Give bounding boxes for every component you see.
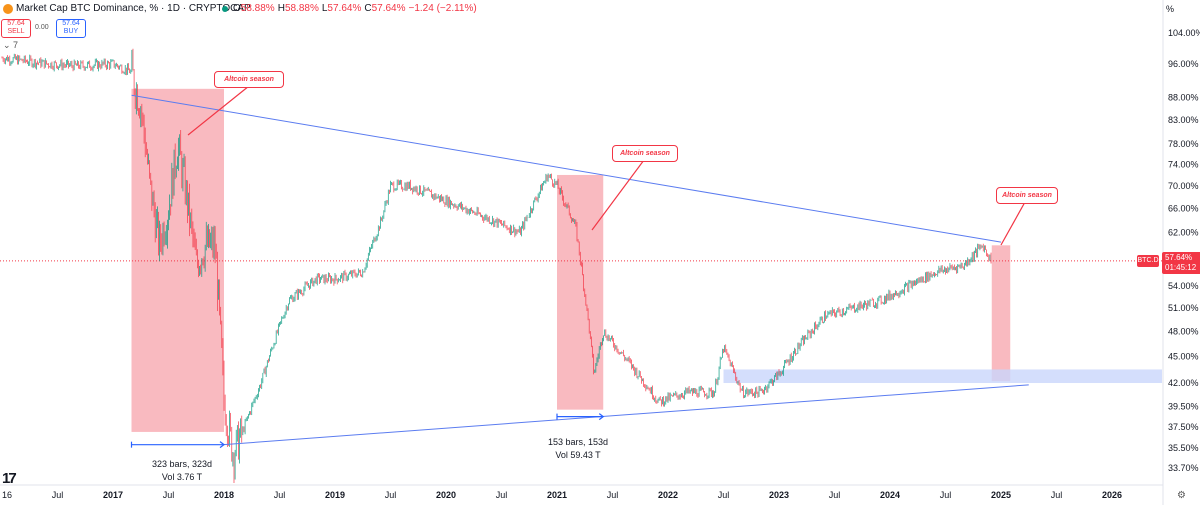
x-tick-label: 2017 (103, 490, 123, 500)
sell-label: SELL (7, 28, 25, 35)
buy-button[interactable]: 57.64 BUY (56, 19, 86, 38)
x-tick-label: Jul (163, 490, 175, 500)
measure-bars-2: 153 bars, 153d (547, 437, 609, 447)
measure-vol-2: Vol 59.43 T (555, 450, 601, 460)
buy-label: BUY (63, 28, 79, 35)
y-tick-label: 88.00% (1168, 92, 1199, 102)
x-tick-label: 2021 (547, 490, 567, 500)
indicators-toggle[interactable]: ⌄ 7 (3, 40, 19, 50)
x-tick-label: Jul (607, 490, 619, 500)
ohlc-label-2: L (321, 3, 328, 14)
ohlc-value-2: 57.64% (327, 3, 362, 14)
support-trendline[interactable] (223, 384, 1029, 446)
x-tick-label: Jul (496, 490, 508, 500)
ohlc-label-0: O (233, 3, 241, 14)
ohlc-value-4: −1.24 (−2.11%) (408, 3, 477, 14)
x-tick-label: 2019 (325, 490, 345, 500)
x-tick-label: 16 (2, 490, 12, 500)
altcoin-season-zone[interactable] (991, 245, 1011, 382)
axis-unit-label: % (1166, 4, 1175, 14)
y-tick-label: 78.00% (1168, 139, 1199, 149)
ohlc-label-3: C (364, 3, 372, 14)
symbol-title[interactable]: Market Cap BTC Dominance, % · 1D · CRYPT… (16, 3, 251, 14)
y-tick-label: 54.00% (1168, 281, 1199, 291)
x-tick-label: Jul (385, 490, 397, 500)
gear-icon[interactable]: ⚙ (1177, 490, 1186, 501)
y-tick-label: 70.00% (1168, 181, 1199, 191)
x-tick-label: 2025 (991, 490, 1011, 500)
resistance-trendline[interactable] (131, 94, 1002, 243)
current-price-value: 57.64% (1165, 253, 1193, 262)
annotation-altcoin-season-3[interactable]: Altcoin season (996, 187, 1058, 204)
measure-vol-1: Vol 3.76 T (161, 472, 203, 482)
y-tick-label: 83.00% (1168, 115, 1199, 125)
y-tick-label: 39.50% (1168, 402, 1199, 412)
sell-price: 57.64 (7, 20, 25, 27)
x-tick-label: 2020 (436, 490, 456, 500)
ohlc-value-0: 58.88% (240, 3, 275, 14)
annotation-pointer (187, 85, 250, 136)
y-tick-label: 42.00% (1168, 378, 1199, 388)
y-tick-label: 35.50% (1168, 443, 1199, 453)
x-tick-label: Jul (1051, 490, 1063, 500)
y-tick-label: 48.00% (1168, 326, 1199, 336)
x-tick-label: Jul (274, 490, 286, 500)
annotation-altcoin-season-2[interactable]: Altcoin season (612, 145, 678, 162)
chart-header: Market Cap BTC Dominance, % · 1D · CRYPT… (0, 0, 1160, 18)
measure-label-2: 153 bars, 153d Vol 59.43 T (528, 436, 628, 462)
current-price-box: 57.64% 01:45:12 (1162, 252, 1200, 274)
current-symbol-tag: BTC.D (1137, 255, 1159, 267)
bitcoin-icon (3, 4, 13, 14)
annotation-pointer (1000, 201, 1026, 246)
annotation-altcoin-season-1[interactable]: Altcoin season (214, 71, 284, 88)
buy-price: 57.64 (62, 20, 80, 27)
sell-button[interactable]: 57.64 SELL (1, 19, 31, 38)
ohlc-value-3: 57.64% (371, 3, 406, 14)
x-tick-label: Jul (52, 490, 64, 500)
y-tick-label: 96.00% (1168, 59, 1199, 69)
y-tick-label: 37.50% (1168, 422, 1199, 432)
x-tick-label: 2024 (880, 490, 900, 500)
x-tick-label: Jul (718, 490, 730, 500)
y-tick-label: 74.00% (1168, 159, 1199, 169)
tradingview-logo: 17 (2, 470, 17, 487)
bar-countdown: 01:45:12 (1165, 263, 1197, 272)
x-tick-label: Jul (940, 490, 952, 500)
measure-label-1: 323 bars, 323d Vol 3.76 T (132, 458, 232, 484)
y-tick-label: 66.00% (1168, 204, 1199, 214)
x-tick-label: 2023 (769, 490, 789, 500)
measure-bars-1: 323 bars, 323d (151, 459, 213, 469)
y-tick-label: 45.00% (1168, 351, 1199, 361)
ohlc-readout: O58.88% H58.88% L57.64% C57.64% −1.24 (−2.11… (233, 0, 480, 18)
x-tick-label: Jul (829, 490, 841, 500)
support-zone[interactable] (723, 369, 1163, 384)
x-tick-label: 2022 (658, 490, 678, 500)
y-tick-label: 51.00% (1168, 303, 1199, 313)
ohlc-value-1: 58.88% (284, 3, 319, 14)
altcoin-season-zone[interactable] (557, 174, 604, 410)
market-status-dot (222, 6, 228, 12)
annotation-pointer (591, 159, 645, 231)
x-tick-label: 2026 (1102, 490, 1122, 500)
date-range-measure[interactable] (556, 413, 605, 421)
date-range-measure[interactable] (130, 441, 225, 449)
ohlc-label-1: H (277, 3, 285, 14)
x-tick-label: 2018 (214, 490, 234, 500)
y-tick-label: 33.70% (1168, 463, 1199, 473)
spread-value: 0.00 (35, 24, 49, 31)
y-tick-label: 62.00% (1168, 228, 1199, 238)
y-tick-label: 104.00% (1168, 28, 1200, 38)
